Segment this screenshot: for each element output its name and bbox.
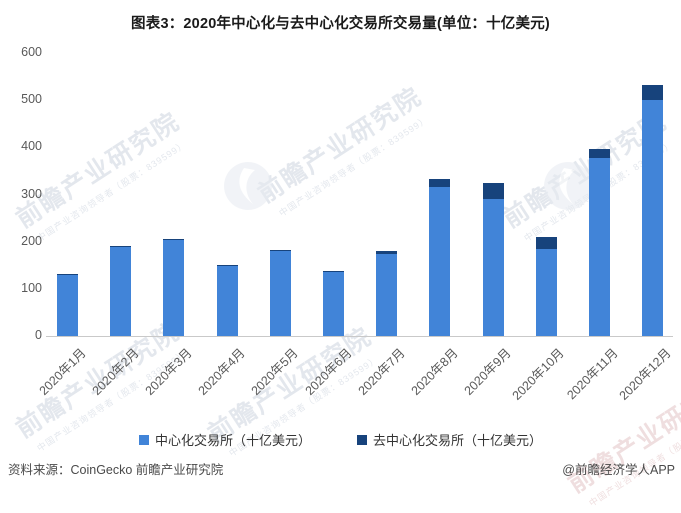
bar-segment-cex-2020年6月 xyxy=(323,272,344,336)
bar-segment-cex-2020年2月 xyxy=(110,247,131,336)
y-axis-tick-100: 100 xyxy=(8,281,42,295)
data-source-text: 资料来源：CoinGecko 前瞻产业研究院 xyxy=(8,459,223,478)
legend-swatch-dex-icon xyxy=(357,435,367,445)
legend-item-dex: 去中心化交易所（十亿美元） xyxy=(357,430,542,449)
bar-segment-cex-2020年4月 xyxy=(217,266,238,336)
y-axis-tick-400: 400 xyxy=(8,139,42,153)
legend-label-cex: 中心化交易所（十亿美元） xyxy=(155,430,311,449)
y-axis-tick-500: 500 xyxy=(8,92,42,106)
bar-segment-dex-2020年11月 xyxy=(589,149,610,158)
bar-segment-dex-2020年8月 xyxy=(429,179,450,187)
bar-segment-cex-2020年10月 xyxy=(536,249,557,336)
bar-segment-dex-2020年6月 xyxy=(323,271,344,272)
legend-item-cex: 中心化交易所（十亿美元） xyxy=(139,430,311,449)
bar-segment-dex-2020年9月 xyxy=(483,183,504,199)
bar-segment-cex-2020年8月 xyxy=(429,187,450,336)
watermark-text: 前瞻产业研究院 中国产业咨询领导者（股票：839599） xyxy=(8,102,194,248)
bar-segment-dex-2020年3月 xyxy=(163,239,184,240)
bar-segment-dex-2020年7月 xyxy=(376,251,397,254)
x-axis-line xyxy=(46,336,673,337)
chart-title: 图表3：2020年中心化与去中心化交易所交易量(单位：十亿美元) xyxy=(0,12,681,33)
chart-page: 前瞻产业研究院 中国产业咨询领导者（股票：839599） 前瞻产业研究院 中国产… xyxy=(0,0,681,489)
y-axis-tick-300: 300 xyxy=(8,187,42,201)
brand-logo-icon xyxy=(542,160,594,212)
legend-swatch-cex-icon xyxy=(139,435,149,445)
watermark-text: 前瞻产业研究院 中国产业咨询领导者（股票：839599） xyxy=(250,77,436,223)
bar-segment-cex-2020年7月 xyxy=(376,254,397,336)
bar-segment-cex-2020年9月 xyxy=(483,199,504,336)
y-axis-tick-0: 0 xyxy=(8,328,42,342)
bar-segment-cex-2020年5月 xyxy=(270,251,291,336)
bar-segment-cex-2020年1月 xyxy=(57,275,78,336)
bar-segment-dex-2020年5月 xyxy=(270,250,291,251)
credit-text: @前瞻经济学人APP xyxy=(562,459,675,478)
bar-segment-dex-2020年4月 xyxy=(217,265,238,266)
legend: 中心化交易所（十亿美元） 去中心化交易所（十亿美元） xyxy=(0,430,681,449)
bar-segment-dex-2020年2月 xyxy=(110,246,131,247)
bar-segment-cex-2020年11月 xyxy=(589,158,610,336)
bar-segment-dex-2020年12月 xyxy=(642,85,663,100)
legend-label-dex: 去中心化交易所（十亿美元） xyxy=(373,430,542,449)
bar-segment-dex-2020年10月 xyxy=(536,237,557,249)
y-axis-tick-200: 200 xyxy=(8,234,42,248)
y-axis-tick-600: 600 xyxy=(8,45,42,59)
bar-segment-cex-2020年3月 xyxy=(163,240,184,336)
brand-logo-icon xyxy=(222,160,274,212)
bar-segment-cex-2020年12月 xyxy=(642,100,663,336)
